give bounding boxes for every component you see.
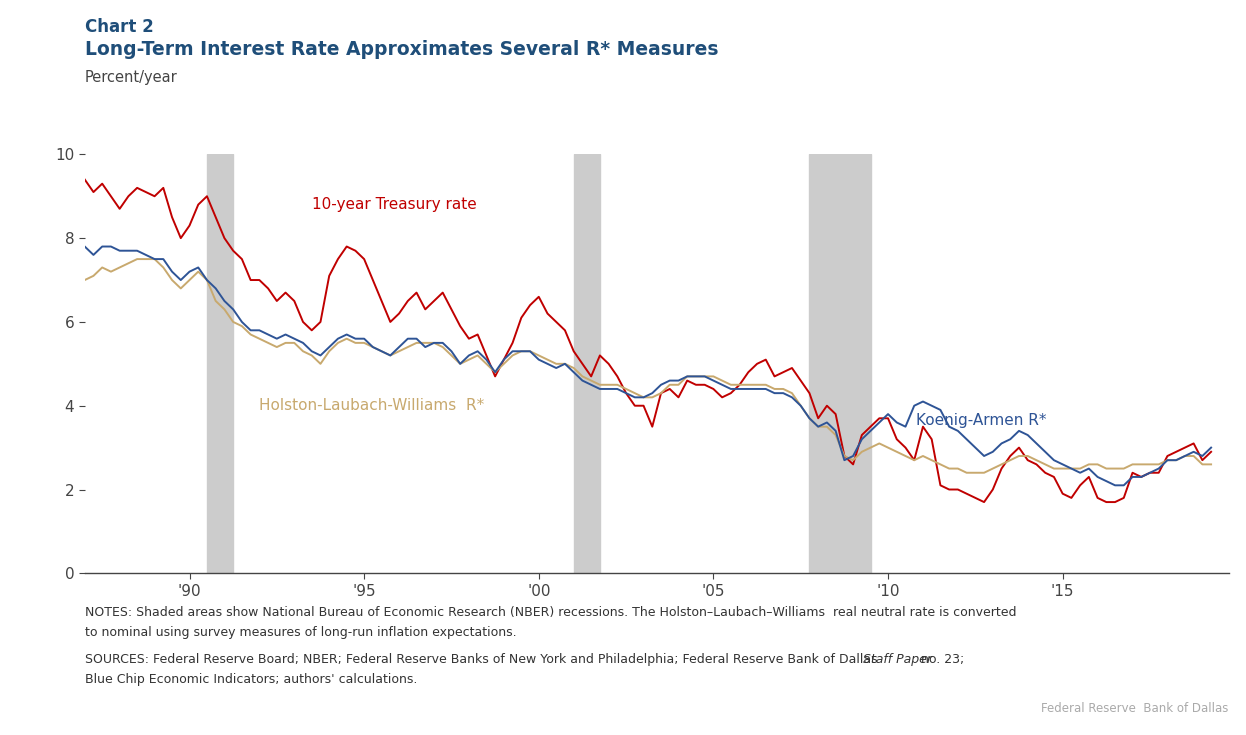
Text: Percent/year: Percent/year (85, 70, 177, 85)
Text: Koenig-Armen R*: Koenig-Armen R* (916, 412, 1047, 428)
Text: SOURCES: Federal Reserve Board; NBER; Federal Reserve Banks of New York and Phil: SOURCES: Federal Reserve Board; NBER; Fe… (85, 653, 881, 666)
Bar (810, 154, 871, 573)
Text: 10-year Treasury rate: 10-year Treasury rate (312, 197, 476, 212)
Bar (207, 154, 233, 573)
Text: Federal Reserve  Bank of Dallas: Federal Reserve Bank of Dallas (1042, 702, 1229, 715)
Text: Holston-Laubach-Williams  R*: Holston-Laubach-Williams R* (259, 398, 485, 413)
Text: Staff Paper: Staff Paper (863, 653, 932, 666)
Text: Long-Term Interest Rate Approximates Several R* Measures: Long-Term Interest Rate Approximates Sev… (85, 40, 718, 60)
Text: Chart 2: Chart 2 (85, 18, 153, 36)
Text: to nominal using survey measures of long-run inflation expectations.: to nominal using survey measures of long… (85, 626, 516, 639)
Text: NOTES: Shaded areas show National Bureau of Economic Research (NBER) recessions.: NOTES: Shaded areas show National Bureau… (85, 606, 1017, 620)
Text: Blue Chip Economic Indicators; authors' calculations.: Blue Chip Economic Indicators; authors' … (85, 673, 417, 686)
Bar (573, 154, 599, 573)
Text: no. 23;: no. 23; (917, 653, 964, 666)
